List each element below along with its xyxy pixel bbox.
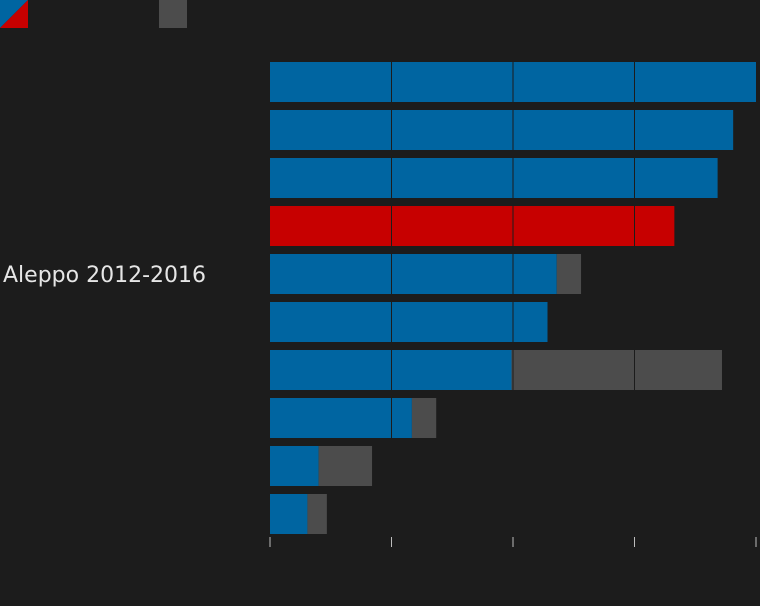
- legend-swatch-primary: [0, 0, 28, 28]
- bar-secondary: [307, 494, 327, 534]
- bar-primary: [270, 446, 319, 486]
- bar-primary: [270, 206, 675, 246]
- legend: [0, 0, 187, 28]
- category-label: Aleppo 2012-2016: [3, 263, 206, 288]
- legend-swatch-primary-red: [0, 0, 28, 28]
- legend-swatch-secondary: [159, 0, 187, 28]
- bar-primary: [270, 494, 308, 534]
- bar-secondary: [318, 446, 373, 486]
- bar-primary: [270, 254, 557, 294]
- bar-secondary: [511, 350, 722, 390]
- category-labels: Aleppo 2012-2016: [3, 263, 206, 288]
- bar-primary: [270, 398, 412, 438]
- bar-primary: [270, 110, 734, 150]
- bar-primary: [270, 158, 718, 198]
- bar-primary: [270, 350, 512, 390]
- bars: [270, 62, 756, 534]
- gridlines: [391, 62, 635, 534]
- x-axis-ticks: [269, 537, 757, 547]
- bar-secondary: [556, 254, 582, 294]
- bar-primary: [270, 302, 548, 342]
- bar-secondary: [411, 398, 437, 438]
